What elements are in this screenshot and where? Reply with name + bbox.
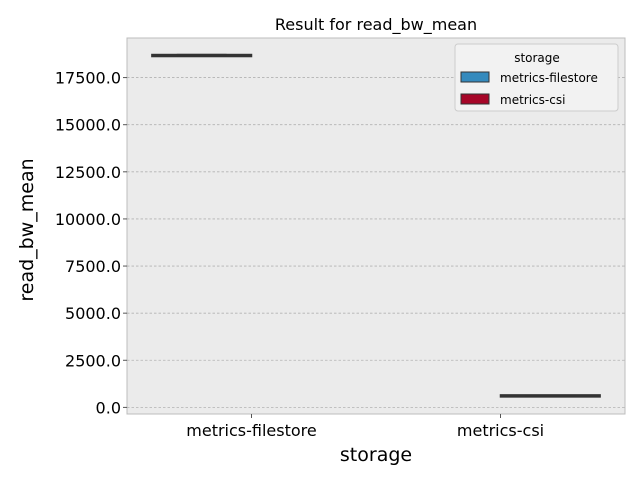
x-axis: metrics-filestore metrics-csi [186, 414, 544, 440]
legend-title: storage [514, 51, 560, 65]
y-tick-label: 12500.0 [55, 163, 121, 182]
y-tick-label: 2500.0 [65, 351, 121, 370]
box-metrics-csi [499, 394, 601, 398]
legend-swatch-filestore [460, 71, 490, 83]
legend-label-filestore: metrics-filestore [500, 71, 598, 85]
boxes [151, 53, 601, 398]
x-tick-label: metrics-csi [457, 421, 544, 440]
x-tick-label: metrics-filestore [186, 421, 316, 440]
x-axis-label: storage [340, 444, 412, 466]
y-tick-label: 10000.0 [55, 210, 121, 229]
y-axis-label: read_bw_mean [16, 158, 38, 301]
chart-title: Result for read_bw_mean [275, 15, 477, 35]
y-tick-label: 15000.0 [55, 116, 121, 135]
y-axis: 0.0 2500.0 5000.0 7500.0 10000.0 12500.0 15000… [55, 69, 127, 417]
legend-box [454, 43, 619, 112]
legend-label-csi: metrics-csi [500, 93, 565, 107]
legend: storage metrics-filestore metrics-csi [454, 43, 619, 112]
legend-swatch-csi [460, 93, 490, 105]
grid-lines [127, 77, 625, 408]
y-tick-label: 5000.0 [65, 304, 121, 323]
y-tick-label: 0.0 [96, 398, 121, 417]
box-metrics-filestore [151, 53, 253, 58]
y-tick-label: 17500.0 [55, 69, 121, 88]
y-tick-label: 7500.0 [65, 257, 121, 276]
